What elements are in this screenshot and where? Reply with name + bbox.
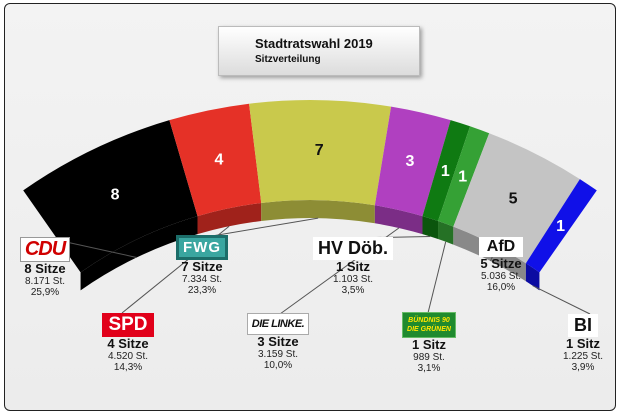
- party-7-seat-label: 1: [556, 218, 565, 235]
- party-5-front-face: [438, 221, 454, 245]
- party-5-pointer-line: [427, 241, 447, 314]
- gruene-seats: 1 Sitz: [412, 337, 446, 352]
- party-7-front-face: [525, 263, 540, 291]
- party-0-segment: [23, 120, 198, 273]
- party-1-seat-label: 4: [215, 151, 224, 168]
- party-linke: DIE LINKE. 3 Sitze 3.159 St. 10,0%: [238, 313, 318, 371]
- afd-percent: 16,0%: [486, 282, 516, 293]
- gruene-percent: 3,1%: [417, 363, 441, 374]
- hv-percent: 3,5%: [341, 285, 365, 296]
- chart-subtitle: Sitzverteilung: [255, 54, 321, 65]
- title-box: Stadtratswahl 2019 Sitzverteilung: [218, 26, 420, 76]
- linke-percent: 10,0%: [263, 360, 293, 371]
- party-3-front-face: [374, 205, 423, 235]
- cdu-votes: 8.171 St.: [24, 276, 66, 287]
- linke-votes: 3.159 St.: [257, 349, 299, 360]
- hv-logo: HV Döb.: [313, 237, 393, 260]
- bi-logo: BI: [568, 314, 598, 337]
- afd-seats: 5 Sitze: [480, 256, 522, 271]
- party-4-segment: [422, 120, 471, 222]
- party-5-seat-label: 1: [458, 169, 467, 186]
- party-gruene: BÜNDNIS 90 DIE GRÜNEN 1 Sitz 989 St. 3,1…: [388, 312, 470, 374]
- party-hv: HV Döb. 1 Sitz 1.103 St. 3,5%: [303, 237, 403, 296]
- party-2-pointer-line: [199, 217, 319, 239]
- gruene-logo: BÜNDNIS 90 DIE GRÜNEN: [402, 312, 456, 338]
- bi-votes: 1.225 St.: [562, 351, 604, 362]
- spd-logo: SPD: [102, 313, 154, 337]
- party-0-seat-label: 8: [111, 186, 120, 203]
- fwg-seats: 7 Sitze: [181, 259, 223, 274]
- party-6-seat-label: 5: [509, 190, 518, 207]
- spd-percent: 14,3%: [113, 362, 143, 373]
- party-4-front-face: [422, 216, 439, 240]
- linke-logo: DIE LINKE.: [246, 313, 310, 335]
- party-3-segment: [374, 106, 451, 217]
- gruene-logo-line2: DIE GRÜNEN: [407, 326, 451, 333]
- party-3-seat-label: 3: [405, 153, 414, 170]
- spd-seats: 4 Sitze: [107, 336, 149, 351]
- party-4-seat-label: 1: [441, 163, 450, 180]
- fwg-votes: 7.334 St.: [181, 274, 223, 285]
- party-0-front-face: [80, 216, 198, 291]
- cdu-seats: 8 Sitze: [24, 261, 66, 276]
- party-spd: SPD 4 Sitze 4.520 St. 14,3%: [88, 313, 168, 373]
- chart-title: Stadtratswahl 2019: [255, 36, 373, 51]
- fwg-logo: FWG: [176, 235, 228, 260]
- party-1-segment: [169, 103, 262, 217]
- bi-percent: 3,9%: [571, 362, 595, 373]
- party-7-segment: [525, 179, 597, 273]
- linke-seats: 3 Sitze: [257, 334, 299, 349]
- party-6-segment: [453, 133, 580, 264]
- party-cdu: CDU 8 Sitze 8.171 St. 25,9%: [10, 237, 80, 298]
- party-5-segment: [438, 126, 490, 227]
- party-1-front-face: [197, 202, 262, 235]
- party-7-pointer-line: [532, 285, 591, 315]
- spd-votes: 4.520 St.: [107, 351, 149, 362]
- party-fwg: FWG 7 Sitze 7.334 St. 23,3%: [162, 235, 242, 296]
- party-afd: AfD 5 Sitze 5.036 St. 16,0%: [461, 237, 541, 293]
- party-bi: BI 1 Sitz 1.225 St. 3,9%: [548, 314, 618, 373]
- cdu-logo: CDU: [19, 237, 71, 262]
- fwg-percent: 23,3%: [187, 285, 217, 296]
- gruene-votes: 989 St.: [413, 352, 445, 363]
- gruene-logo-line1: BÜNDNIS 90: [408, 317, 450, 324]
- hv-votes: 1.103 St.: [332, 274, 374, 285]
- hv-seats: 1 Sitz: [336, 259, 370, 274]
- cdu-percent: 25,9%: [30, 287, 60, 298]
- afd-logo: AfD: [478, 237, 524, 257]
- party-2-segment: [249, 100, 392, 206]
- bi-seats: 1 Sitz: [566, 336, 600, 351]
- afd-votes: 5.036 St.: [480, 271, 522, 282]
- party-2-front-face: [261, 200, 375, 224]
- party-2-seat-label: 7: [315, 142, 324, 159]
